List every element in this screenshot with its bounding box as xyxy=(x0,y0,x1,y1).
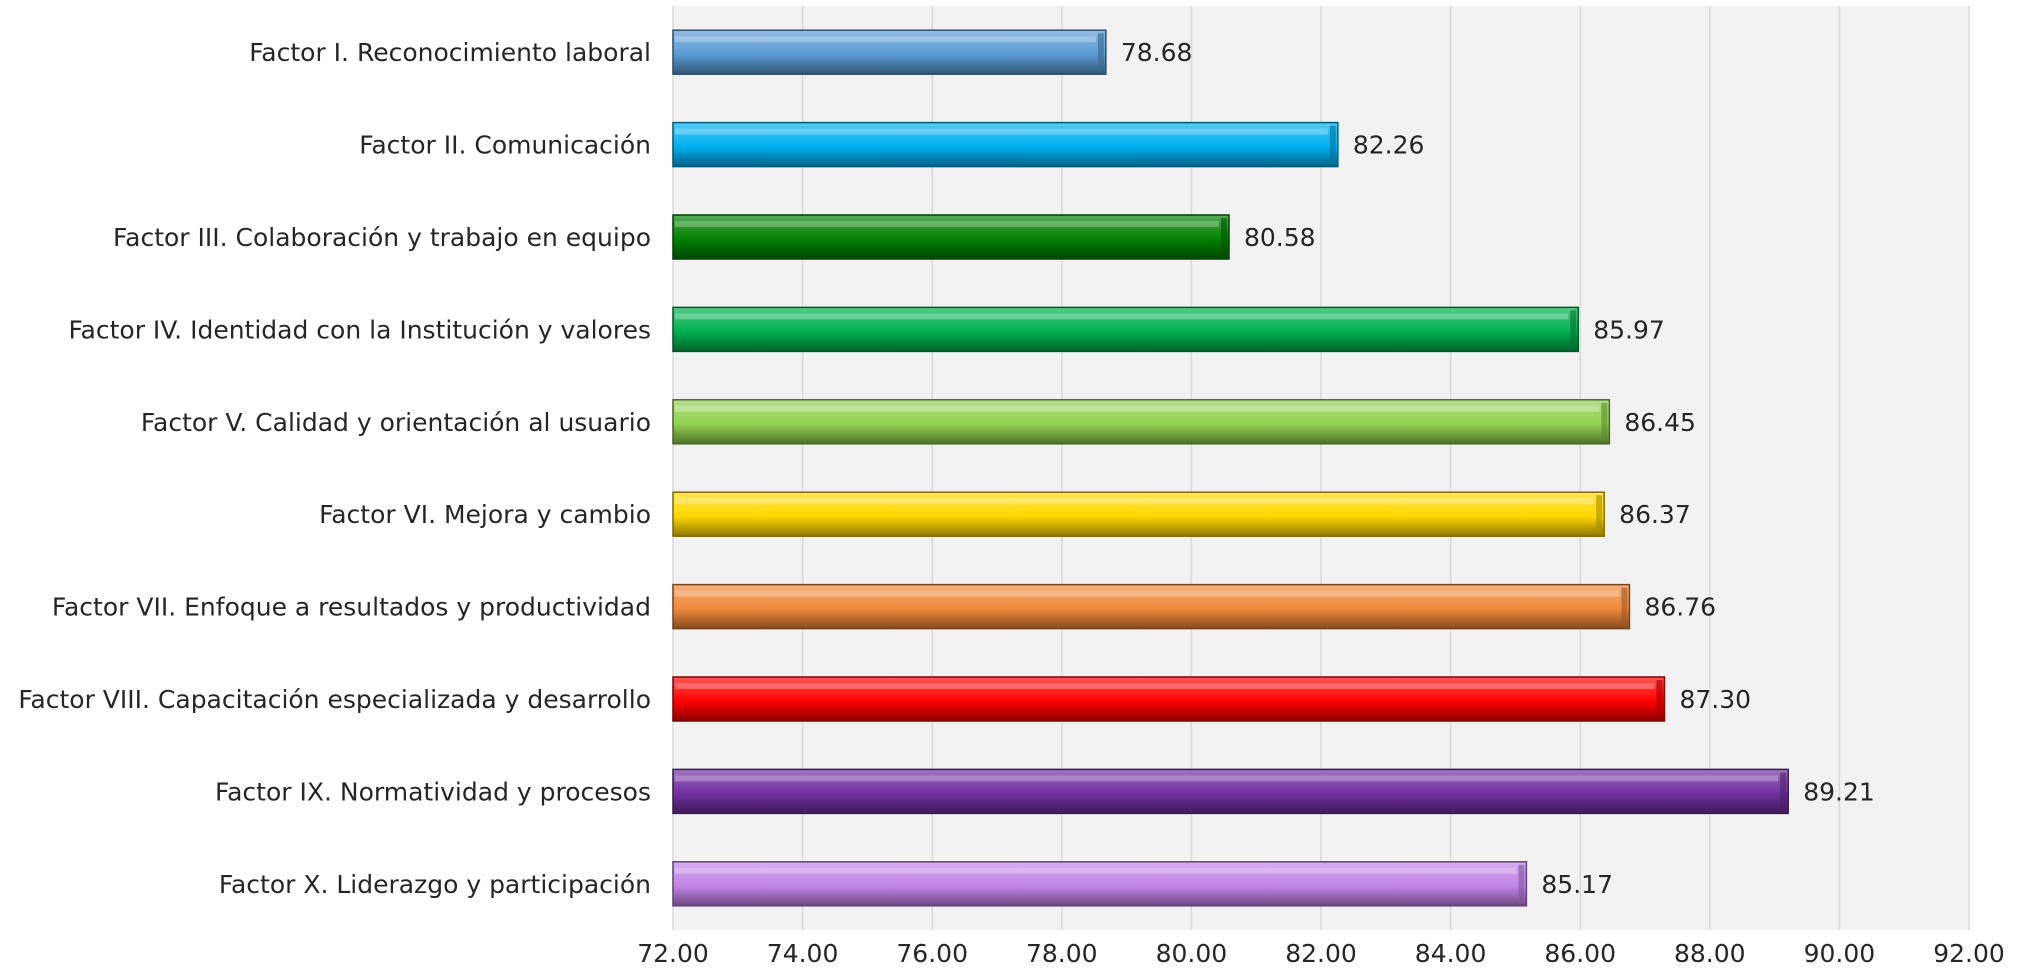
x-tick-label: 88.00 xyxy=(1674,939,1746,968)
category-label: Factor V. Calidad y orientación al usuar… xyxy=(141,408,651,437)
bar-3 xyxy=(672,214,1230,260)
category-label: Factor II. Comunicación xyxy=(359,131,651,160)
bar-highlight xyxy=(675,128,1328,135)
bar-bevel xyxy=(1601,402,1608,441)
value-label: 86.45 xyxy=(1624,408,1696,437)
bar-6 xyxy=(672,491,1605,537)
x-tick-label: 80.00 xyxy=(1156,939,1228,968)
value-label: 85.97 xyxy=(1593,315,1665,344)
bar-bevel xyxy=(1596,495,1603,534)
bar-bevel xyxy=(1097,33,1104,72)
category-label: Factor I. Reconocimiento laboral xyxy=(249,38,651,67)
x-tick-label: 90.00 xyxy=(1804,939,1876,968)
category-label: Factor VI. Mejora y cambio xyxy=(319,500,651,529)
x-tick-label: 92.00 xyxy=(1933,939,2005,968)
bar-highlight xyxy=(675,498,1595,505)
bar-bevel xyxy=(1220,218,1227,256)
category-label: Factor VIII. Capacitación especializada … xyxy=(18,685,651,714)
x-tick-label: 82.00 xyxy=(1285,939,1357,968)
category-labels: Factor I. Reconocimiento laboral Factor I… xyxy=(18,38,651,899)
bar-bevel xyxy=(1780,772,1787,811)
bar-bevel xyxy=(1656,680,1663,718)
value-labels: 78.68 82.26 80.58 85.97 86.45 86.37 86.76 87.30… xyxy=(1121,38,1875,899)
bar-highlight xyxy=(675,590,1620,597)
bar-5 xyxy=(672,399,1611,445)
bar-highlight xyxy=(675,867,1517,874)
bar-2 xyxy=(672,121,1339,168)
bar-bevel xyxy=(1329,125,1336,164)
category-label: Factor VII. Enfoque a resultados y produ… xyxy=(52,593,651,622)
category-label: Factor X. Liderazgo y participación xyxy=(219,870,651,899)
value-label: 85.17 xyxy=(1541,870,1613,899)
bar-7 xyxy=(672,583,1631,630)
x-tick-label: 76.00 xyxy=(896,939,968,968)
bar-highlight xyxy=(675,775,1779,782)
value-label: 86.37 xyxy=(1619,500,1691,529)
category-label: Factor III. Colaboración y trabajo en eq… xyxy=(113,223,651,252)
value-label: 87.30 xyxy=(1679,685,1751,714)
value-label: 80.58 xyxy=(1244,223,1316,252)
bar-highlight xyxy=(675,683,1655,689)
x-tick-label: 74.00 xyxy=(767,939,839,968)
value-label: 89.21 xyxy=(1803,777,1875,806)
bar-4 xyxy=(672,306,1580,353)
category-label: Factor IX. Normatividad y procesos xyxy=(215,777,651,806)
x-tick-label: 86.00 xyxy=(1544,939,1616,968)
value-label: 78.68 xyxy=(1121,38,1193,67)
bar-bevel xyxy=(1570,310,1577,349)
bars xyxy=(672,29,1789,907)
bar-bevel xyxy=(1621,587,1628,626)
bar-9 xyxy=(672,768,1789,815)
bar-highlight xyxy=(675,221,1219,227)
value-label: 86.76 xyxy=(1644,593,1716,622)
x-tick-label: 78.00 xyxy=(1026,939,1098,968)
x-tick-label: 84.00 xyxy=(1415,939,1487,968)
category-label: Factor IV. Identidad con la Institución … xyxy=(68,315,651,344)
x-axis-tick-labels: 72.00 74.00 76.00 78.00 80.00 82.00 84.00 86.00… xyxy=(637,939,2005,968)
bar-highlight xyxy=(675,36,1096,43)
bar-10 xyxy=(672,861,1528,907)
bar-bevel xyxy=(1518,864,1525,903)
bar-1 xyxy=(672,29,1107,75)
x-tick-label: 72.00 xyxy=(637,939,709,968)
bar-highlight xyxy=(675,313,1569,320)
value-label: 82.26 xyxy=(1353,131,1425,160)
bar-8 xyxy=(672,676,1666,722)
bar-highlight xyxy=(675,405,1600,412)
